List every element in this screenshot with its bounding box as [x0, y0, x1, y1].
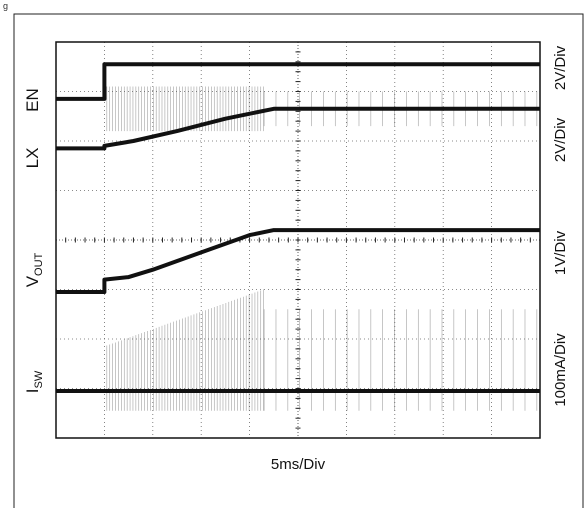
channel-label-subscript: SW: [33, 370, 45, 388]
switching-ripple: [106, 86, 538, 411]
trace-en: [56, 62, 540, 101]
channel-label-lx: LX: [23, 148, 42, 169]
channel-label-isw: ISW: [23, 370, 45, 393]
scale-label-en: 2V/Div: [552, 45, 569, 90]
channel-labels: EN LX VOUT ISW: [23, 88, 45, 393]
figure-frame: [13, 13, 584, 508]
channel-label-en: EN: [23, 88, 42, 112]
traces: [56, 62, 540, 393]
channel-label-subscript: OUT: [33, 252, 45, 276]
scale-label-isw: 100mA/Div: [552, 333, 569, 407]
channel-label-main: V: [23, 275, 42, 287]
trace-lx: [56, 106, 540, 151]
channel-label-main: LX: [23, 148, 42, 169]
x-axis-label: 5ms/Div: [271, 456, 326, 473]
figure-corner-mark: g: [3, 1, 8, 11]
scale-label-vout: 1V/Div: [552, 230, 569, 275]
graticule: [55, 41, 541, 439]
scale-labels: 2V/Div 2V/Div 1V/Div 100mA/Div: [552, 45, 569, 406]
channel-label-vout: VOUT: [23, 252, 45, 287]
trace-vout: [56, 228, 540, 294]
plot-border: [55, 41, 541, 439]
channel-label-main: I: [23, 389, 42, 394]
scale-label-lx: 2V/Div: [552, 117, 569, 162]
channel-label-main: EN: [23, 88, 42, 112]
